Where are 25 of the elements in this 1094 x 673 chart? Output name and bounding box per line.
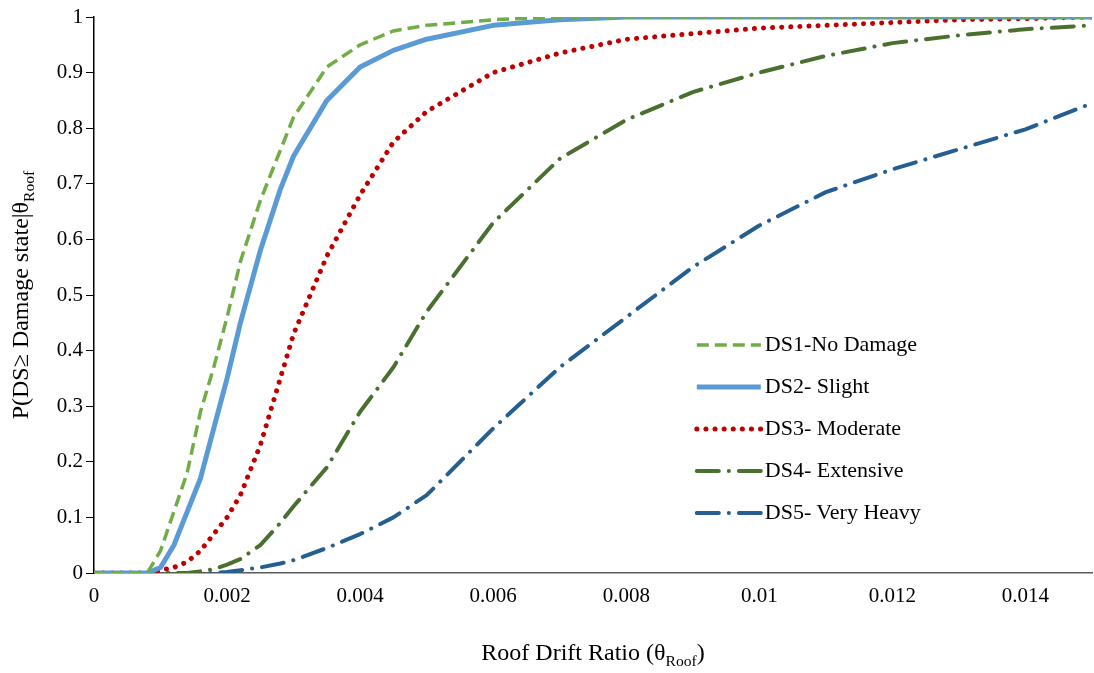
y-tick-label: 0.8 — [56, 114, 83, 139]
x-tick-label: 0.012 — [868, 583, 917, 608]
y-tick-label: 0.4 — [56, 337, 84, 362]
y-tick-label: 0.1 — [56, 503, 83, 528]
x-tick-label: 0.004 — [336, 583, 385, 608]
x-tick-label: 0.006 — [469, 583, 517, 608]
x-tick-label: 0.01 — [740, 583, 778, 608]
legend-label: DS4- Extensive — [764, 456, 904, 482]
legend-label: DS2- Slight — [764, 372, 870, 398]
y-tick-label: 1 — [72, 3, 83, 28]
legend-label: DS5- Very Heavy — [764, 498, 921, 524]
y-tick-label: 0.3 — [56, 392, 83, 417]
x-tick-label: 0 — [88, 583, 100, 608]
x-tick-label: 0.014 — [1001, 583, 1050, 608]
y-tick-label: 0.7 — [56, 170, 83, 195]
y-tick-label: 0.6 — [56, 225, 83, 250]
x-tick-label: 0.002 — [203, 583, 251, 608]
y-tick-label: 0.9 — [56, 59, 83, 84]
y-tick-label: 0 — [72, 559, 83, 584]
legend-label: DS3- Moderate — [764, 414, 902, 440]
legend-label: DS1-No Damage — [764, 330, 917, 356]
y-axis-title: P(DS≥ Damage state|θRoof — [7, 169, 37, 420]
x-tick-label: 0.008 — [602, 583, 650, 608]
y-tick-label: 0.5 — [56, 281, 83, 306]
y-tick-label: 0.2 — [56, 448, 83, 473]
